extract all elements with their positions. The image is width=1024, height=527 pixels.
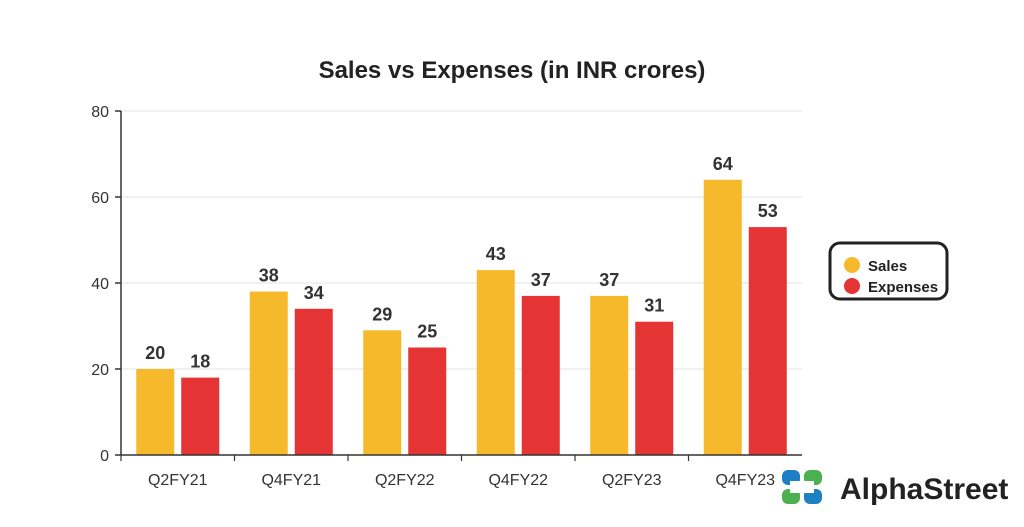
bar-sales-q4fy23 (703, 179, 742, 456)
bar-sales-q4fy21 (249, 291, 288, 455)
y-tick-label: 60 (91, 190, 109, 207)
data-label-expenses-q4fy22: 37 (531, 270, 551, 290)
bar-expenses-q4fy21 (294, 308, 333, 455)
brand-name: AlphaStreet (840, 473, 1008, 506)
bar-sales-q2fy23 (590, 295, 629, 455)
bar-expenses-q2fy23 (635, 321, 674, 455)
data-label-expenses-q2fy23: 31 (644, 296, 664, 316)
bar-expenses-q4fy22 (521, 295, 560, 455)
alphastreet-logo-icon (782, 470, 822, 504)
x-tick-label: Q4FY22 (488, 472, 548, 489)
y-tick-label: 0 (100, 448, 109, 465)
bar-sales-q4fy22 (476, 270, 515, 455)
data-label-sales-q2fy21: 20 (145, 343, 165, 363)
x-tick-label: Q2FY21 (148, 472, 208, 489)
x-tick-label: Q2FY22 (375, 472, 435, 489)
data-label-sales-q4fy22: 43 (486, 244, 506, 264)
bar-sales-q2fy21 (136, 369, 175, 455)
data-label-expenses-q4fy23: 53 (758, 201, 778, 221)
axes: 0 20 40 60 80 Q2FY21 Q4FY21 Q2FY22 Q4FY22 Q2FY23 Q… (91, 104, 802, 489)
bars (136, 179, 787, 456)
legend-label-expenses: Expenses (868, 279, 938, 296)
data-label-sales-q2fy22: 29 (372, 304, 392, 324)
data-label-sales-q4fy21: 38 (259, 266, 279, 286)
data-label-expenses-q4fy21: 34 (304, 283, 324, 303)
bar-expenses-q2fy22 (408, 347, 447, 455)
gridlines (121, 110, 802, 370)
brand-logo: AlphaStreet (782, 470, 1008, 506)
legend-swatch-expenses (844, 278, 860, 294)
legend-swatch-sales (844, 257, 860, 273)
x-tick-label: Q4FY21 (261, 472, 321, 489)
y-tick-label: 20 (91, 362, 109, 379)
y-tick-label: 80 (91, 104, 109, 121)
chart-title: Sales vs Expenses (in INR crores) (319, 57, 706, 84)
bar-sales-q2fy22 (363, 330, 402, 455)
bar-expenses-q4fy23 (748, 227, 787, 455)
data-label-expenses-q2fy21: 18 (190, 352, 210, 372)
data-label-expenses-q2fy22: 25 (417, 322, 437, 342)
y-tick-label: 40 (91, 276, 109, 293)
data-label-sales-q4fy23: 64 (713, 154, 733, 174)
legend-label-sales: Sales (868, 258, 907, 275)
data-labels: 20 18 38 34 29 25 43 37 37 31 64 53 (145, 154, 778, 372)
bar-expenses-q2fy21 (181, 377, 220, 455)
x-tick-label: Q2FY23 (602, 472, 662, 489)
x-tick-label: Q4FY23 (715, 472, 775, 489)
legend: Sales Expenses (828, 241, 949, 301)
data-label-sales-q2fy23: 37 (599, 270, 619, 290)
